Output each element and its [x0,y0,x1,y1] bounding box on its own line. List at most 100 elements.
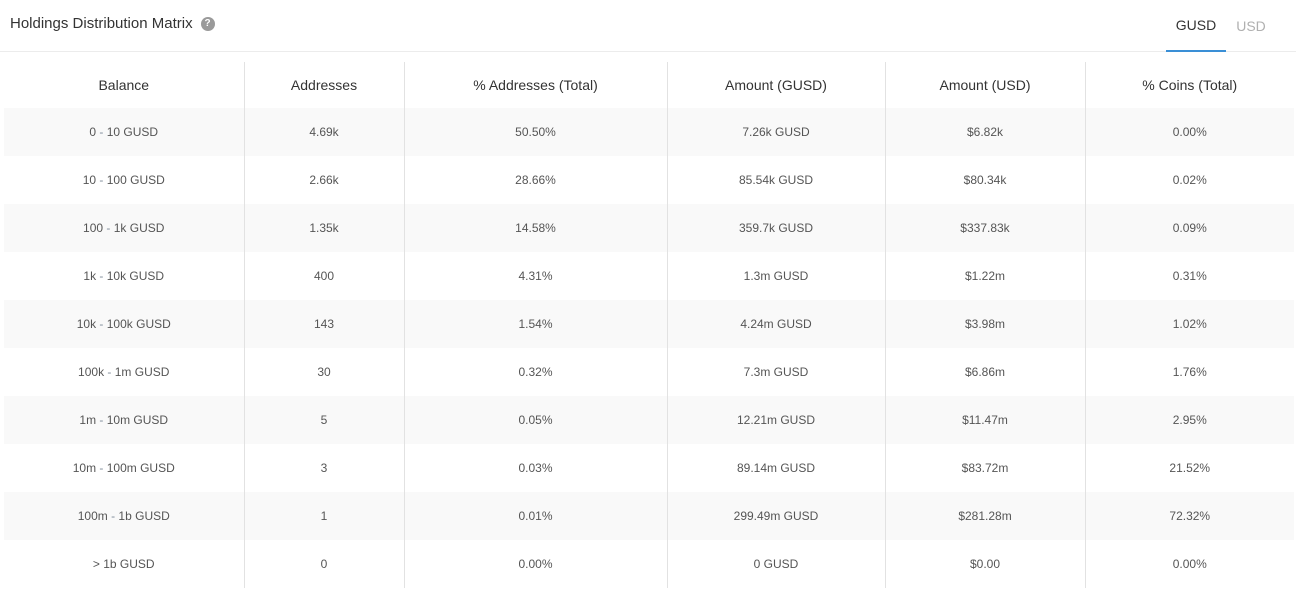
pct-addresses-cell: 28.66% [404,156,668,204]
range-separator: - [96,461,107,475]
table-header-row: Balance Addresses % Addresses (Total) Am… [4,62,1294,108]
amount-gusd-cell: 85.54k GUSD [667,156,886,204]
pct-addresses-cell: 50.50% [404,108,668,156]
balance-cell: 100 - 1k GUSD [4,204,245,252]
pct-addresses-cell: 0.05% [404,396,668,444]
balance-range-high: 1b GUSD [118,509,170,523]
pct-addresses-cell: 0.03% [404,444,668,492]
table-row: > 1b GUSD 0 0.00% 0 GUSD $0.00 0.00% [4,540,1294,588]
balance-cell: 100m - 1b GUSD [4,492,245,540]
balance-cell: 10k - 100k GUSD [4,300,245,348]
addresses-cell: 30 [244,348,405,396]
addresses-cell: 143 [244,300,405,348]
table-row: 1k - 10k GUSD 400 4.31% 1.3m GUSD $1.22m 0.31… [4,252,1294,300]
amount-usd-cell: $3.98m [885,300,1086,348]
question-circle-icon[interactable]: ? [200,16,215,31]
amount-usd-cell: $6.86m [885,348,1086,396]
column-header-balance[interactable]: Balance [4,62,245,108]
amount-gusd-cell: 89.14m GUSD [667,444,886,492]
column-header-amount-gusd[interactable]: Amount (GUSD) [667,62,886,108]
balance-range-low: 0 [89,125,97,139]
pct-coins-cell: 0.31% [1172,269,1207,283]
addresses-cell: 3 [244,444,405,492]
amount-usd-cell: $6.82k [885,108,1086,156]
balance-cell: 0 - 10 GUSD [4,108,245,156]
column-header-addresses[interactable]: Addresses [244,62,405,108]
amount-gusd-cell: 1.3m GUSD [667,252,886,300]
panel-title: Holdings Distribution Matrix [10,15,193,32]
amount-gusd-cell: 12.21m GUSD [667,396,886,444]
balance-range-low: 1k [83,269,97,283]
pct-coins-cell: 1.76% [1172,365,1207,379]
amount-gusd-cell: 7.26k GUSD [667,108,886,156]
balance-range-high: 1m GUSD [114,365,170,379]
pct-coins-cell: 21.52% [1169,461,1211,475]
pct-coins-cell: 1.02% [1085,300,1294,348]
balance-range-low: 10k [76,317,97,331]
column-header-pct-coins[interactable]: % Coins (Total) [1142,77,1238,93]
panel-title-wrap: Holdings Distribution Matrix ? [10,15,215,32]
table-row: 10k - 100k GUSD 143 1.54% 4.24m GUSD $3.98m 1… [4,300,1294,348]
pct-addresses-cell: 14.58% [404,204,668,252]
balance-range-high: 1k GUSD [113,221,165,235]
range-separator: - [96,269,107,283]
balance-range-high: 100k GUSD [106,317,171,331]
amount-usd-cell: $337.83k [885,204,1086,252]
amount-usd-cell: $0.00 [885,540,1086,588]
balance-range-low: 10m [72,461,97,475]
balance-range-low: 100 [83,221,104,235]
table-row: 0 - 10 GUSD 4.69k 50.50% 7.26k GUSD $6.82k 0.… [4,108,1294,156]
table-row: 100k - 1m GUSD 30 0.32% 7.3m GUSD $6.86m 1.76… [4,348,1294,396]
currency-tabs: GUSD USD [1166,0,1296,52]
amount-gusd-cell: 4.24m GUSD [667,300,886,348]
pct-coins-cell: 72.32% [1085,492,1294,540]
amount-usd-cell: $1.22m [885,252,1086,300]
tab-gusd[interactable]: GUSD [1166,0,1226,52]
range-separator: - [96,413,107,427]
pct-coins-cell: 0.00% [1172,557,1207,571]
addresses-cell: 400 [244,252,405,300]
table-row: 10 - 100 GUSD 2.66k 28.66% 85.54k GUSD $80.3… [4,156,1294,204]
amount-usd-cell: $80.34k [885,156,1086,204]
balance-range-label: > 1b GUSD [92,557,155,571]
pct-addresses-cell: 0.00% [404,540,668,588]
amount-gusd-cell: 359.7k GUSD [667,204,886,252]
pct-coins-cell: 0.02% [1172,173,1207,187]
tab-gusd-label: GUSD [1175,17,1217,33]
pct-coins-cell: 2.95% [1085,396,1294,444]
pct-addresses-cell: 0.01% [404,492,668,540]
amount-gusd-cell: 299.49m GUSD [667,492,886,540]
range-separator: - [96,173,107,187]
column-header-amount-usd[interactable]: Amount (USD) [885,62,1086,108]
balance-cell: 10m - 100m GUSD [4,444,245,492]
balance-range-high: 10 GUSD [106,125,159,139]
addresses-cell: 5 [244,396,405,444]
addresses-cell: 2.66k [244,156,405,204]
range-separator: - [104,365,115,379]
balance-range-high: 10m GUSD [106,413,169,427]
range-separator: - [96,317,107,331]
pct-addresses-cell: 1.54% [404,300,668,348]
addresses-cell: 0 [244,540,405,588]
panel-header: Holdings Distribution Matrix ? GUSD USD [0,0,1296,52]
addresses-cell: 1 [244,492,405,540]
holdings-matrix-table: Balance Addresses % Addresses (Total) Am… [4,62,1294,588]
balance-range-low: 100k [78,365,105,379]
balance-range-high: 10k GUSD [106,269,165,283]
addresses-cell: 1.35k [244,204,405,252]
amount-usd-cell: $83.72m [885,444,1086,492]
addresses-cell: 4.69k [244,108,405,156]
balance-range-low: 100m [77,509,108,523]
range-separator: - [103,221,114,235]
balance-range-high: 100m GUSD [106,461,175,475]
table-row: 1m - 10m GUSD 5 0.05% 12.21m GUSD $11.47m 2.9… [4,396,1294,444]
column-header-pct-addresses[interactable]: % Addresses (Total) [404,62,668,108]
balance-range-low: 1m [79,413,97,427]
amount-gusd-cell: 7.3m GUSD [667,348,886,396]
pct-addresses-cell: 0.32% [404,348,668,396]
pct-addresses-cell: 4.31% [404,252,668,300]
tab-usd[interactable]: USD [1226,0,1276,52]
table-row: 10m - 100m GUSD 3 0.03% 89.14m GUSD $83.72m 2… [4,444,1294,492]
balance-range-low: 10 [82,173,97,187]
balance-range-high: 100 GUSD [106,173,165,187]
